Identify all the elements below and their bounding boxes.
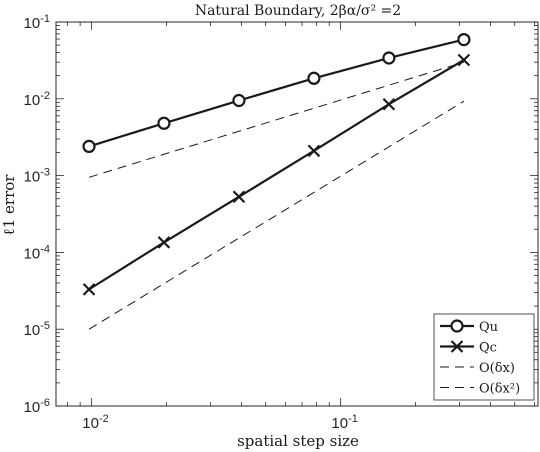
x-axis-label: spatial step size	[237, 432, 359, 450]
legend-marker-qc	[450, 340, 464, 353]
series-layer	[82, 32, 471, 330]
data-point-qu	[157, 116, 171, 130]
y-tick-label: 10-2	[24, 90, 50, 109]
x-tick-label: 10-2	[82, 413, 108, 432]
series-line-o-x	[88, 61, 465, 178]
data-point-qc	[232, 190, 246, 204]
legend-label-o-x: O(δx)	[479, 361, 515, 376]
legend-label-qu: Qu	[479, 320, 498, 335]
y-tick-label: 10-4	[24, 243, 50, 262]
y-tick-label: 10-5	[24, 320, 50, 339]
y-axis-label: ℓ1 error	[0, 174, 18, 236]
series-line-qu	[88, 38, 465, 148]
data-point-qc	[457, 53, 471, 67]
data-point-qc	[82, 283, 96, 296]
legend-marker-qu	[450, 319, 464, 333]
y-tick-label: 10-3	[24, 167, 50, 186]
data-point-qc	[307, 144, 321, 158]
series-line-o-x	[88, 100, 465, 330]
data-point-qu	[82, 139, 96, 153]
chart-title: Natural Boundary, 2βα/σ² =2	[195, 3, 401, 19]
axis-frame	[55, 21, 539, 407]
legend: Qu Qc O(δx) O(δx²)	[433, 313, 535, 401]
data-point-qc	[382, 97, 396, 111]
legend-label-o-x: O(δx²)	[479, 382, 520, 397]
series-line-qc	[88, 59, 465, 291]
y-tick-label: 10-1	[24, 13, 50, 32]
legend-box	[433, 313, 535, 401]
data-point-qu	[457, 32, 471, 47]
data-point-qc	[157, 236, 171, 249]
axes: 10-6 10-5 10-4 10-3 10-2 10-1 10-2 10-1	[24, 13, 539, 432]
y-tick-label: 10-6	[24, 397, 50, 416]
data-point-qu	[382, 51, 396, 65]
data-point-qu	[307, 71, 321, 85]
x-tick-label: 10-1	[331, 413, 357, 432]
legend-label-qc: Qc	[479, 341, 497, 356]
data-point-qu	[232, 93, 246, 108]
